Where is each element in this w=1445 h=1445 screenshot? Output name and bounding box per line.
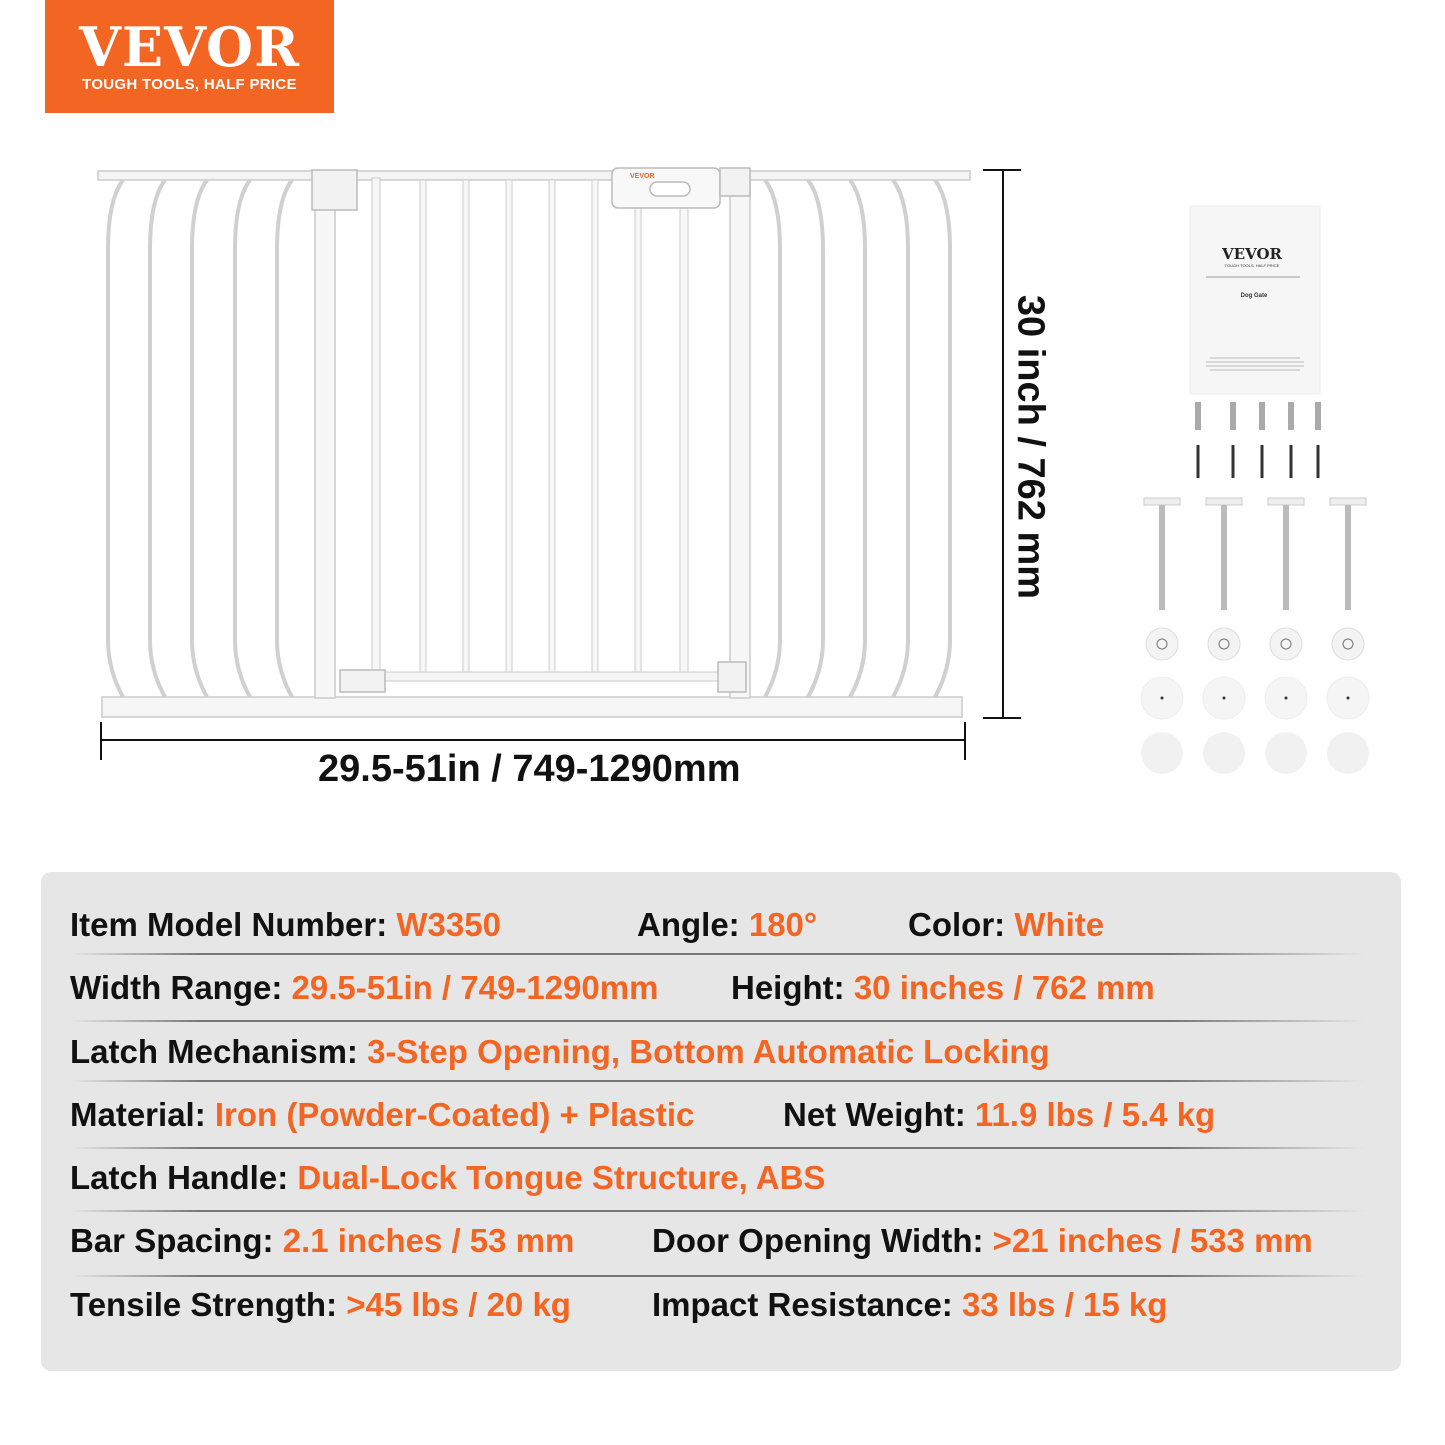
gate-wavy-bar [848,178,867,698]
gate-wavy-bar [806,178,825,698]
width-dimension-line [100,722,966,760]
divider [70,1210,1365,1212]
height-dimension-label: 30 inch / 762 mm [1009,294,1052,600]
divider [70,1020,1365,1022]
wall-anchor [1288,402,1294,430]
spec-item: Latch Mechanism: 3-Step Opening, Bottom … [70,1033,1050,1071]
spec-item: Bar Spacing: 2.1 inches / 53 mm [70,1222,574,1260]
spec-value: Iron (Powder-Coated) + Plastic [214,1096,695,1133]
spec-item: Width Range: 29.5-51in / 749-1290mm [70,969,658,1007]
wall-anchor [1230,402,1236,430]
threaded-spindle [1329,497,1367,506]
gate-bar [462,179,470,673]
divider [70,1275,1365,1277]
spec-label: Color: [908,906,1006,943]
spec-label: Bar Spacing: [70,1222,274,1259]
lock-nut [1331,627,1365,661]
spec-item: Latch Handle: Dual-Lock Tongue Structure… [70,1159,825,1197]
spec-label: Item Model Number: [70,906,388,943]
spec-value: 30 inches / 762 mm [853,969,1155,1006]
spec-value: White [1014,906,1105,943]
pet-gate-image: VEVOR [97,167,971,718]
gate-wavy-bar [933,178,952,698]
gate-bar [591,179,599,673]
gate-bar [419,179,427,673]
threaded-spindle [1205,497,1243,506]
hardware-kit-image [1140,402,1370,774]
spec-item: Impact Resistance: 33 lbs / 15 kg [652,1286,1167,1324]
user-manual-image: VEVOR TOUGH TOOLS, HALF PRICE Dog Gate [1189,205,1321,395]
spec-value: 180° [748,906,818,943]
spec-item: Height: 30 inches / 762 mm [731,969,1155,1007]
spec-value: W3350 [396,906,501,943]
spec-value: 33 lbs / 15 kg [961,1286,1168,1323]
gate-bar [634,179,642,673]
wall-anchor [1315,402,1321,430]
gate-wavy-bar [148,178,167,698]
wall-anchor [1259,402,1265,430]
spec-label: Width Range: [70,969,283,1006]
divider [70,1147,1365,1149]
gate-wavy-bar [891,178,910,698]
rubber-pad [1265,732,1307,774]
gate-wavy-bar [233,178,252,698]
spec-value: >45 lbs / 20 kg [346,1286,571,1323]
spec-item: Material: Iron (Powder-Coated) + Plastic [70,1096,694,1134]
svg-text:Dog Gate: Dog Gate [1241,293,1268,299]
spec-value: >21 inches / 533 mm [992,1222,1313,1259]
spec-value: 11.9 lbs / 5.4 kg [974,1096,1216,1133]
threaded-spindle [1143,497,1181,506]
svg-text:VEVOR: VEVOR [1221,245,1283,263]
spec-label: Net Weight: [783,1096,966,1133]
threaded-spindle [1267,497,1305,506]
spec-item: Item Model Number: W3350 [70,906,501,944]
spec-item: Door Opening Width: >21 inches / 533 mm [652,1222,1313,1260]
rubber-pad [1141,732,1183,774]
gate-wavy-bar [190,178,209,698]
gate-wavy-bar [763,178,782,698]
logo-tagline: TOUGH TOOLS, HALF PRICE [82,76,297,93]
gate-bar [548,179,556,673]
spec-label: Latch Handle: [70,1159,289,1196]
width-dimension-label: 29.5-51in / 749-1290mm [318,748,741,790]
gate-bar [505,179,513,673]
spec-label: Impact Resistance: [652,1286,953,1323]
lock-nut [1269,627,1303,661]
gate-wavy-bar [106,178,125,698]
spec-item: Angle: 180° [637,906,817,944]
spec-value: 2.1 inches / 53 mm [282,1222,575,1259]
spec-label: Material: [70,1096,206,1133]
divider [70,953,1365,955]
spec-label: Tensile Strength: [70,1286,338,1323]
lock-nut [1145,627,1179,661]
spec-value: Dual-Lock Tongue Structure, ABS [297,1159,826,1196]
spec-label: Latch Mechanism: [70,1033,358,1070]
gate-wavy-bar [275,178,294,698]
svg-text:VEVOR: VEVOR [630,173,655,180]
height-dimension-line [983,169,1021,719]
divider [70,1080,1365,1082]
spec-label: Angle: [637,906,740,943]
spec-label: Height: [731,969,845,1006]
logo-brand: VEVOR [79,15,300,79]
spec-item: Color: White [908,906,1104,944]
rubber-pad [1327,732,1369,774]
spec-item: Tensile Strength: >45 lbs / 20 kg [70,1286,571,1324]
lock-nut [1207,627,1241,661]
specifications-panel [41,872,1401,1371]
spec-value: 3-Step Opening, Bottom Automatic Locking [367,1033,1050,1070]
product-illustration: VEVOR VEVOR TOUGH TOOLS, HALF PRICE Dog … [97,167,1370,774]
svg-text:TOUGH TOOLS, HALF PRICE: TOUGH TOOLS, HALF PRICE [1225,263,1280,268]
wall-anchor [1195,402,1201,430]
spec-item: Net Weight: 11.9 lbs / 5.4 kg [783,1096,1215,1134]
rubber-pad [1203,732,1245,774]
vevor-logo: VEVOR TOUGH TOOLS, HALF PRICE [45,0,334,113]
spec-value: 29.5-51in / 749-1290mm [291,969,659,1006]
spec-label: Door Opening Width: [652,1222,984,1259]
